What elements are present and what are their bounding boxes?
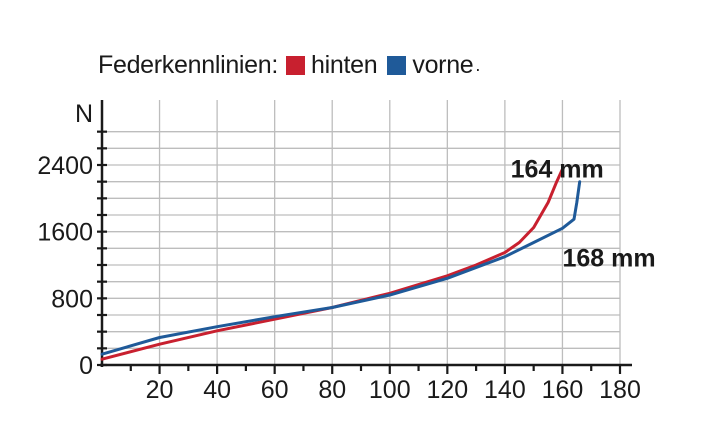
y-tick-label-2400: 2400	[37, 152, 93, 180]
y-tick-label-0: 0	[79, 352, 93, 380]
series-line-hinten	[100, 167, 564, 361]
annotation-168mm: 168 mm	[562, 245, 655, 273]
series-layer	[100, 167, 582, 361]
legend-swatch-vorne	[387, 55, 407, 75]
x-tick-label-160: 160	[542, 376, 584, 404]
series-line-vorne	[100, 180, 582, 356]
x-tick-label-100: 100	[369, 376, 411, 404]
x-tick-label-120: 120	[426, 376, 468, 404]
grid-lines	[102, 100, 621, 365]
x-tick-label-20: 20	[146, 376, 174, 404]
x-tick-label-140: 140	[484, 376, 526, 404]
legend-label-hinten: hinten	[311, 50, 378, 79]
x-tick-label-60: 60	[261, 376, 289, 404]
y-tick-label-1600: 1600	[37, 219, 93, 247]
x-tick-label-40: 40	[203, 376, 231, 404]
tick-labels: 20 40 60 80 100 120 140 160 180 0 800 1600 2400	[37, 152, 640, 404]
legend-suffix: .	[475, 54, 481, 75]
x-tick-label-180: 180	[599, 376, 641, 404]
legend-swatch-hinten	[286, 55, 306, 75]
legend-title: Federkennlinien:	[98, 50, 279, 79]
legend-label-vorne: vorne	[412, 50, 474, 79]
annotation-164mm: 164 mm	[511, 156, 604, 184]
axes	[97, 100, 632, 374]
chart-legend: Federkennlinien: hinten vorne.	[98, 48, 480, 82]
y-axis-label: N	[75, 100, 93, 128]
x-tick-label-80: 80	[318, 376, 346, 404]
y-tick-label-800: 800	[51, 285, 93, 313]
